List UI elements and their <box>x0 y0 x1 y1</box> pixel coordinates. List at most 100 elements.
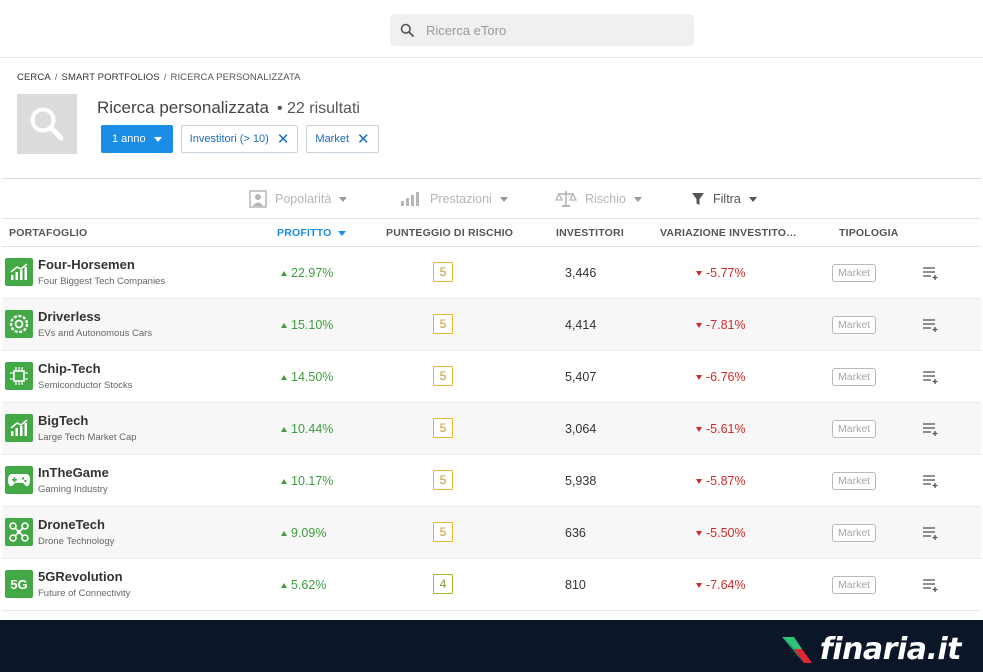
chevron-down-icon <box>339 196 348 202</box>
table-row[interactable]: Four-Horsemen Four Biggest Tech Companie… <box>2 247 981 299</box>
wheel-icon <box>5 310 33 338</box>
arrow-down-icon <box>696 322 702 328</box>
type-tag: Market <box>832 264 877 282</box>
column-profit[interactable]: PROFITTO <box>277 219 346 247</box>
investors-value: 3,446 <box>565 266 597 280</box>
search-box[interactable] <box>390 14 694 46</box>
add-to-list-icon[interactable] <box>922 455 940 507</box>
portfolio-name[interactable]: DroneTech <box>38 517 105 532</box>
profit-text: 15.10% <box>291 318 334 332</box>
table-row[interactable]: 5G 5GRevolution Future of Connectivity 5… <box>2 559 981 611</box>
filter-label: Filtra <box>713 192 741 206</box>
profit-value: 9.09% <box>281 507 326 559</box>
risk-filter[interactable]: Rischio <box>555 179 642 219</box>
sort-filter-bar: Popolarità Prestazioni Rischio Filtra <box>2 179 981 219</box>
type-tag: Market <box>832 472 877 490</box>
arrow-down-icon <box>696 582 702 588</box>
investor-change-text: -5.77% <box>706 266 746 280</box>
arrow-up-icon <box>281 270 287 276</box>
profit-text: 5.62% <box>291 578 327 592</box>
portfolio-name[interactable]: Driverless <box>38 309 101 324</box>
table-row[interactable]: BigTech Large Tech Market Cap 10.44% 5 3… <box>2 403 981 455</box>
period-dropdown[interactable]: 1 anno <box>101 125 173 153</box>
type-tag: Market <box>832 316 877 334</box>
arrow-up-icon <box>281 426 287 432</box>
profit-text: 10.17% <box>291 474 334 488</box>
column-investors[interactable]: INVESTITORI <box>556 227 624 239</box>
investor-change-text: -6.76% <box>706 370 746 384</box>
portfolio-subtitle: EVs and Autonomous Cars <box>38 328 153 339</box>
risk-score-badge: 5 <box>433 366 453 386</box>
column-investor-change[interactable]: VARIAZIONE INVESTITO… <box>660 227 797 239</box>
performance-filter[interactable]: Prestazioni <box>400 179 508 219</box>
add-to-list-icon[interactable] <box>922 507 940 559</box>
5g-icon: 5G <box>5 570 33 598</box>
period-label: 1 anno <box>112 133 146 145</box>
investors-value: 4,414 <box>565 318 597 332</box>
portfolio-subtitle: Future of Connectivity <box>38 588 131 599</box>
investors-filter-chip[interactable]: Investitori (> 10) ✕ <box>180 125 299 153</box>
arrow-down-icon <box>696 426 702 432</box>
filter-button[interactable]: Filtra <box>691 179 757 219</box>
breadcrumb-current: RICERCA PERSONALIZZATA <box>170 72 301 83</box>
breadcrumb-smart-portfolios[interactable]: SMART PORTFOLIOS <box>61 72 160 83</box>
add-to-list-icon[interactable] <box>922 559 940 611</box>
type-tag: Market <box>832 420 877 438</box>
profit-text: 9.09% <box>291 526 327 540</box>
arrow-down-icon <box>696 270 702 276</box>
page-title-group: Ricerca personalizzata • 22 risultati <box>97 98 360 118</box>
portfolio-name[interactable]: 5GRevolution <box>38 569 123 584</box>
table-row[interactable]: Chip-Tech Semiconductor Stocks 14.50% 5 … <box>2 351 981 403</box>
popularity-label: Popolarità <box>275 192 332 206</box>
table-row[interactable]: DroneTech Drone Technology 9.09% 5 636 -… <box>2 507 981 559</box>
type-tag: Market <box>832 368 877 386</box>
close-icon[interactable]: ✕ <box>276 130 290 148</box>
arrow-down-icon <box>696 530 702 536</box>
column-portfolio[interactable]: PORTAFOGLIO <box>9 227 88 239</box>
column-type[interactable]: TIPOLOGIA <box>839 227 899 239</box>
portfolio-subtitle: Gaming Industry <box>38 484 108 495</box>
investor-change-value: -5.87% <box>696 455 746 507</box>
chevron-down-icon <box>748 196 757 202</box>
risk-score-badge: 5 <box>433 262 453 282</box>
filter-chips: 1 anno Investitori (> 10) ✕ Market ✕ <box>101 125 379 153</box>
risk-score-badge: 5 <box>433 470 453 490</box>
add-to-list-icon[interactable] <box>922 351 940 403</box>
column-profit-label: PROFITTO <box>277 227 332 239</box>
add-to-list-icon[interactable] <box>922 247 940 299</box>
profit-value: 22.97% <box>281 247 333 299</box>
market-filter-chip[interactable]: Market ✕ <box>306 125 379 153</box>
performance-label: Prestazioni <box>430 192 492 206</box>
gamepad-icon <box>5 466 33 494</box>
chevron-down-icon <box>634 196 642 202</box>
popularity-filter[interactable]: Popolarità <box>249 179 348 219</box>
portfolio-name[interactable]: Chip-Tech <box>38 361 101 376</box>
investor-change-text: -5.50% <box>706 526 746 540</box>
search-icon <box>400 23 414 37</box>
profit-value: 10.17% <box>281 455 333 507</box>
finaria-logo: finaria.it <box>780 632 962 667</box>
arrow-up-icon <box>281 582 287 588</box>
close-icon[interactable]: ✕ <box>357 130 370 148</box>
portfolio-name[interactable]: BigTech <box>38 413 89 428</box>
investor-change-text: -7.81% <box>706 318 746 332</box>
portfolio-name[interactable]: Four-Horsemen <box>38 257 135 272</box>
drone-icon <box>5 518 33 546</box>
finaria-logo-text: finaria.it <box>819 632 962 667</box>
top-bar <box>0 0 983 58</box>
table-row[interactable]: Driverless EVs and Autonomous Cars 15.10… <box>2 299 981 351</box>
breadcrumb-cerca[interactable]: CERCA <box>17 72 51 83</box>
portfolio-name[interactable]: InTheGame <box>38 465 109 480</box>
investor-change-text: -5.87% <box>706 474 746 488</box>
arrow-up-icon <box>281 322 287 328</box>
portfolio-subtitle: Drone Technology <box>38 536 115 547</box>
add-to-list-icon[interactable] <box>922 403 940 455</box>
breadcrumb: CERCA / SMART PORTFOLIOS / RICERCA PERSO… <box>17 72 301 83</box>
investors-chip-label: Investitori (> 10) <box>189 133 269 145</box>
table-row[interactable]: InTheGame Gaming Industry 10.17% 5 5,938… <box>2 455 981 507</box>
profit-value: 14.50% <box>281 351 333 403</box>
chip-icon <box>5 362 33 390</box>
search-input[interactable] <box>426 22 666 38</box>
add-to-list-icon[interactable] <box>922 299 940 351</box>
column-risk-score[interactable]: PUNTEGGIO DI RISCHIO <box>386 227 514 239</box>
